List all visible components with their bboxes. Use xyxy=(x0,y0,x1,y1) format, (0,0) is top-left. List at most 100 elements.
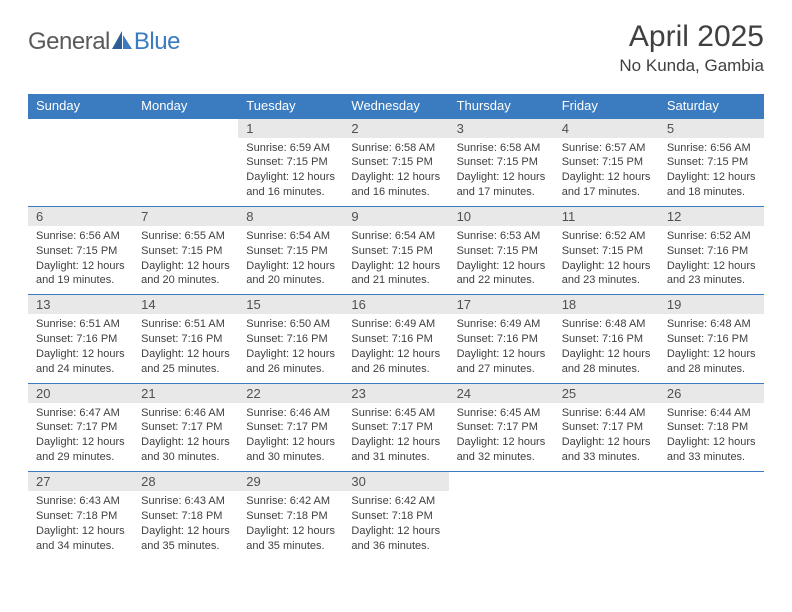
day-number: 14 xyxy=(133,295,238,314)
logo: General Blue xyxy=(28,28,180,56)
empty-cell xyxy=(133,118,238,206)
day-cell: 6Sunrise: 6:56 AMSunset: 7:15 PMDaylight… xyxy=(28,206,133,294)
day-cell: 14Sunrise: 6:51 AMSunset: 7:16 PMDayligh… xyxy=(133,295,238,383)
day-cell: 2Sunrise: 6:58 AMSunset: 7:15 PMDaylight… xyxy=(343,118,448,206)
daylight-line: Daylight: 12 hours and 33 minutes. xyxy=(562,435,651,465)
day-cell: 20Sunrise: 6:47 AMSunset: 7:17 PMDayligh… xyxy=(28,383,133,471)
day-details: Sunrise: 6:49 AMSunset: 7:16 PMDaylight:… xyxy=(343,314,448,382)
daylight-line: Daylight: 12 hours and 26 minutes. xyxy=(351,347,440,377)
calendar-body: 1Sunrise: 6:59 AMSunset: 7:15 PMDaylight… xyxy=(28,118,764,560)
calendar-row: 6Sunrise: 6:56 AMSunset: 7:15 PMDaylight… xyxy=(28,206,764,294)
day-number: 28 xyxy=(133,472,238,491)
sunset-line: Sunset: 7:15 PM xyxy=(457,155,546,170)
day-number: 1 xyxy=(238,119,343,138)
sunset-line: Sunset: 7:17 PM xyxy=(246,420,335,435)
sunset-line: Sunset: 7:18 PM xyxy=(667,420,756,435)
day-number: 12 xyxy=(659,207,764,226)
day-cell: 5Sunrise: 6:56 AMSunset: 7:15 PMDaylight… xyxy=(659,118,764,206)
sunrise-line: Sunrise: 6:54 AM xyxy=(246,229,335,244)
sunrise-line: Sunrise: 6:56 AM xyxy=(667,141,756,156)
sunrise-line: Sunrise: 6:56 AM xyxy=(36,229,125,244)
sunset-line: Sunset: 7:17 PM xyxy=(351,420,440,435)
day-number: 5 xyxy=(659,119,764,138)
sunrise-line: Sunrise: 6:59 AM xyxy=(246,141,335,156)
day-details: Sunrise: 6:56 AMSunset: 7:15 PMDaylight:… xyxy=(659,138,764,206)
sunset-line: Sunset: 7:18 PM xyxy=(351,509,440,524)
day-number: 18 xyxy=(554,295,659,314)
day-number: 6 xyxy=(28,207,133,226)
day-details: Sunrise: 6:51 AMSunset: 7:16 PMDaylight:… xyxy=(28,314,133,382)
sunset-line: Sunset: 7:16 PM xyxy=(141,332,230,347)
sunrise-line: Sunrise: 6:51 AM xyxy=(36,317,125,332)
daylight-line: Daylight: 12 hours and 23 minutes. xyxy=(562,259,651,289)
day-cell: 10Sunrise: 6:53 AMSunset: 7:15 PMDayligh… xyxy=(449,206,554,294)
day-cell: 22Sunrise: 6:46 AMSunset: 7:17 PMDayligh… xyxy=(238,383,343,471)
daylight-line: Daylight: 12 hours and 34 minutes. xyxy=(36,524,125,554)
day-number: 17 xyxy=(449,295,554,314)
sunrise-line: Sunrise: 6:45 AM xyxy=(351,406,440,421)
day-number: 26 xyxy=(659,384,764,403)
day-details: Sunrise: 6:59 AMSunset: 7:15 PMDaylight:… xyxy=(238,138,343,206)
sunrise-line: Sunrise: 6:44 AM xyxy=(667,406,756,421)
header: General Blue April 2025 No Kunda, Gambia xyxy=(28,20,764,76)
sunrise-line: Sunrise: 6:51 AM xyxy=(141,317,230,332)
day-number: 21 xyxy=(133,384,238,403)
day-cell: 13Sunrise: 6:51 AMSunset: 7:16 PMDayligh… xyxy=(28,295,133,383)
sunrise-line: Sunrise: 6:54 AM xyxy=(351,229,440,244)
daylight-line: Daylight: 12 hours and 29 minutes. xyxy=(36,435,125,465)
sunrise-line: Sunrise: 6:47 AM xyxy=(36,406,125,421)
day-number: 23 xyxy=(343,384,448,403)
sunrise-line: Sunrise: 6:49 AM xyxy=(457,317,546,332)
sunrise-line: Sunrise: 6:48 AM xyxy=(667,317,756,332)
sunrise-line: Sunrise: 6:45 AM xyxy=(457,406,546,421)
daylight-line: Daylight: 12 hours and 26 minutes. xyxy=(246,347,335,377)
day-number: 19 xyxy=(659,295,764,314)
day-details: Sunrise: 6:46 AMSunset: 7:17 PMDaylight:… xyxy=(238,403,343,471)
day-number: 22 xyxy=(238,384,343,403)
sunset-line: Sunset: 7:15 PM xyxy=(351,155,440,170)
day-details: Sunrise: 6:42 AMSunset: 7:18 PMDaylight:… xyxy=(238,491,343,559)
daylight-line: Daylight: 12 hours and 27 minutes. xyxy=(457,347,546,377)
calendar-head: SundayMondayTuesdayWednesdayThursdayFrid… xyxy=(28,94,764,118)
sunset-line: Sunset: 7:15 PM xyxy=(246,155,335,170)
day-cell: 29Sunrise: 6:42 AMSunset: 7:18 PMDayligh… xyxy=(238,472,343,560)
daylight-line: Daylight: 12 hours and 28 minutes. xyxy=(667,347,756,377)
sunrise-line: Sunrise: 6:43 AM xyxy=(36,494,125,509)
day-details: Sunrise: 6:52 AMSunset: 7:16 PMDaylight:… xyxy=(659,226,764,294)
day-details: Sunrise: 6:54 AMSunset: 7:15 PMDaylight:… xyxy=(238,226,343,294)
weekday-header: Tuesday xyxy=(238,94,343,118)
daylight-line: Daylight: 12 hours and 18 minutes. xyxy=(667,170,756,200)
day-details: Sunrise: 6:51 AMSunset: 7:16 PMDaylight:… xyxy=(133,314,238,382)
sunrise-line: Sunrise: 6:46 AM xyxy=(141,406,230,421)
day-number: 25 xyxy=(554,384,659,403)
day-details: Sunrise: 6:58 AMSunset: 7:15 PMDaylight:… xyxy=(343,138,448,206)
weekday-header: Friday xyxy=(554,94,659,118)
calendar-row: 27 Sunrise: 6:43 AM Sunset: 7:18 PM Dayligh… xyxy=(28,472,764,560)
sunrise-line: Sunrise: 6:58 AM xyxy=(351,141,440,156)
day-cell: 17Sunrise: 6:49 AMSunset: 7:16 PMDayligh… xyxy=(449,295,554,383)
sunset-line: Sunset: 7:15 PM xyxy=(351,244,440,259)
day-details: Sunrise: 6:52 AMSunset: 7:15 PMDaylight:… xyxy=(554,226,659,294)
weekday-header: Sunday xyxy=(28,94,133,118)
daylight-line: Daylight: 12 hours and 28 minutes. xyxy=(562,347,651,377)
sunrise-line: Sunrise: 6:49 AM xyxy=(351,317,440,332)
day-number: 27 xyxy=(28,472,133,491)
logo-text-general: General xyxy=(28,28,110,56)
day-number: 15 xyxy=(238,295,343,314)
sunrise-line: Sunrise: 6:52 AM xyxy=(562,229,651,244)
day-cell: 16Sunrise: 6:49 AMSunset: 7:16 PMDayligh… xyxy=(343,295,448,383)
sunset-line: Sunset: 7:16 PM xyxy=(246,332,335,347)
sunset-line: Sunset: 7:17 PM xyxy=(457,420,546,435)
day-number: 2 xyxy=(343,119,448,138)
day-details: Sunrise: 6:56 AMSunset: 7:15 PMDaylight:… xyxy=(28,226,133,294)
month-title: April 2025 xyxy=(619,20,764,54)
weekday-header: Saturday xyxy=(659,94,764,118)
calendar-row: 1Sunrise: 6:59 AMSunset: 7:15 PMDaylight… xyxy=(28,118,764,206)
day-details: Sunrise: 6:58 AMSunset: 7:15 PMDaylight:… xyxy=(449,138,554,206)
sunrise-line: Sunrise: 6:57 AM xyxy=(562,141,651,156)
calendar-page: General Blue April 2025 No Kunda, Gambia… xyxy=(0,0,792,580)
sunset-line: Sunset: 7:17 PM xyxy=(562,420,651,435)
day-details: Sunrise: 6:44 AMSunset: 7:17 PMDaylight:… xyxy=(554,403,659,471)
daylight-line: Daylight: 12 hours and 20 minutes. xyxy=(141,259,230,289)
daylight-line: Daylight: 12 hours and 16 minutes. xyxy=(246,170,335,200)
